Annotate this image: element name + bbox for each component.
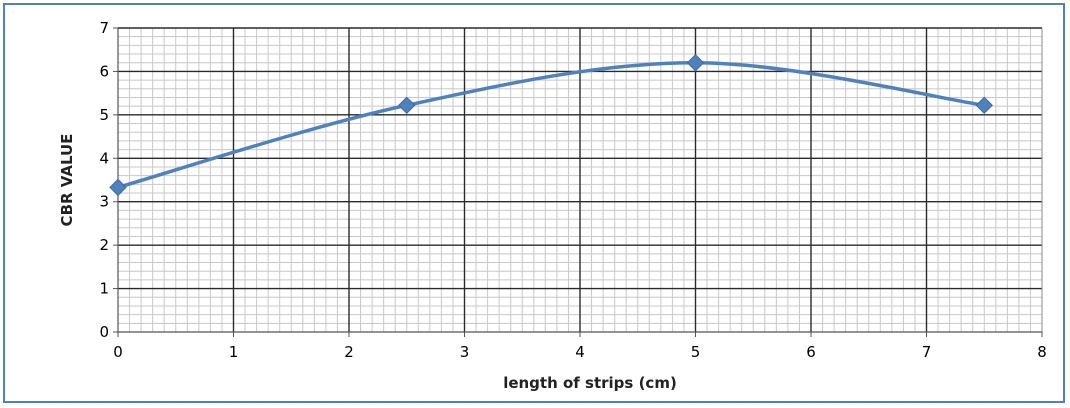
- x-tick-label: 3: [460, 343, 470, 361]
- x-tick-label: 5: [691, 343, 701, 361]
- y-tick-label: 4: [99, 149, 109, 167]
- x-tick-label: 1: [229, 343, 239, 361]
- x-tick-label: 8: [1037, 343, 1047, 361]
- x-axis-ticks: 0 1 2 3 4 5 6 7 8: [113, 332, 1047, 361]
- y-tick-label: 5: [99, 106, 109, 124]
- x-tick-label: 2: [344, 343, 354, 361]
- x-tick-label: 7: [922, 343, 932, 361]
- y-axis-ticks: 0 1 2 3 4 5 6 7: [99, 19, 118, 341]
- data-point-marker: [686, 54, 705, 72]
- series-line: [117, 60, 985, 190]
- x-axis-label: length of strips (cm): [503, 374, 677, 392]
- y-tick-label: 0: [99, 323, 109, 341]
- y-tick-label: 2: [99, 236, 109, 254]
- y-tick-label: 6: [99, 62, 109, 80]
- y-tick-label: 7: [99, 19, 109, 37]
- y-tick-label: 3: [99, 193, 109, 211]
- data-point-marker: [398, 96, 416, 115]
- x-tick-label: 4: [575, 343, 585, 361]
- data-point-marker: [109, 178, 127, 197]
- x-tick-label: 0: [113, 343, 123, 361]
- data-point-marker: [975, 96, 993, 115]
- x-tick-label: 6: [806, 343, 816, 361]
- series-layer: [109, 54, 993, 197]
- y-axis-label: CBR VALUE: [58, 134, 76, 227]
- major-gridlines: [118, 27, 1042, 332]
- y-tick-label: 1: [99, 280, 109, 298]
